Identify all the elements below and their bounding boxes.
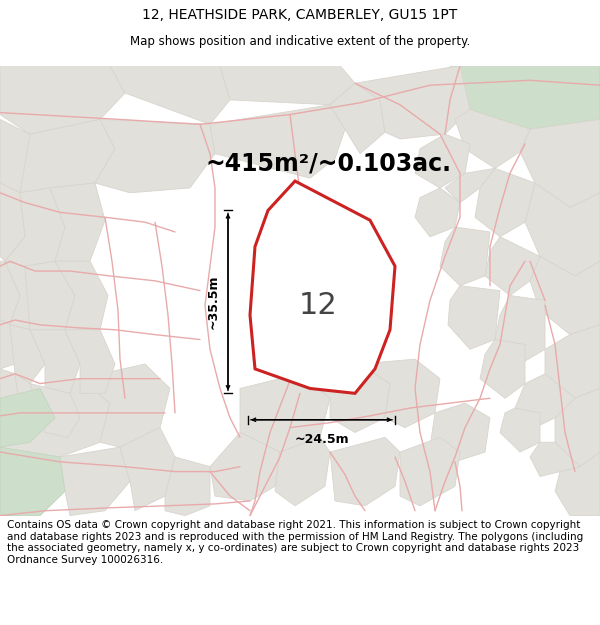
Polygon shape — [300, 364, 390, 432]
Polygon shape — [30, 384, 80, 438]
Polygon shape — [475, 168, 535, 237]
Polygon shape — [120, 428, 175, 511]
Polygon shape — [0, 379, 110, 457]
Polygon shape — [355, 66, 470, 139]
Polygon shape — [165, 457, 210, 516]
Polygon shape — [0, 369, 20, 423]
Polygon shape — [80, 364, 170, 447]
Polygon shape — [110, 66, 230, 124]
Polygon shape — [530, 256, 600, 334]
Polygon shape — [0, 119, 50, 192]
Polygon shape — [0, 183, 25, 261]
Polygon shape — [220, 66, 355, 105]
Polygon shape — [440, 227, 490, 286]
Text: ~24.5m: ~24.5m — [294, 434, 349, 446]
Polygon shape — [415, 188, 460, 237]
Polygon shape — [0, 261, 20, 325]
Polygon shape — [330, 438, 400, 506]
Text: Contains OS data © Crown copyright and database right 2021. This information is : Contains OS data © Crown copyright and d… — [7, 520, 583, 565]
Polygon shape — [65, 330, 115, 393]
Polygon shape — [95, 119, 215, 192]
Polygon shape — [275, 438, 330, 506]
Polygon shape — [450, 66, 600, 129]
Polygon shape — [0, 389, 55, 447]
Polygon shape — [330, 83, 385, 154]
Text: Map shows position and indicative extent of the property.: Map shows position and indicative extent… — [130, 35, 470, 48]
Polygon shape — [210, 432, 280, 501]
Polygon shape — [480, 339, 525, 398]
Text: ~35.5m: ~35.5m — [207, 274, 220, 329]
Polygon shape — [500, 408, 540, 452]
Polygon shape — [448, 286, 500, 349]
Polygon shape — [415, 134, 470, 188]
Polygon shape — [30, 330, 80, 393]
Polygon shape — [0, 452, 65, 516]
Polygon shape — [525, 183, 600, 276]
Polygon shape — [430, 403, 490, 462]
Polygon shape — [240, 374, 330, 452]
Polygon shape — [5, 188, 65, 266]
Text: ~415m²/~0.103ac.: ~415m²/~0.103ac. — [205, 151, 451, 176]
Polygon shape — [250, 181, 395, 393]
Polygon shape — [0, 320, 15, 369]
Text: 12, HEATHSIDE PARK, CAMBERLEY, GU15 1PT: 12, HEATHSIDE PARK, CAMBERLEY, GU15 1PT — [142, 8, 458, 22]
Polygon shape — [555, 452, 600, 516]
Polygon shape — [20, 119, 115, 192]
Text: Heathside Park: Heathside Park — [311, 196, 349, 278]
Polygon shape — [360, 359, 440, 428]
Polygon shape — [485, 237, 540, 296]
Polygon shape — [60, 447, 130, 516]
Polygon shape — [15, 374, 40, 428]
Polygon shape — [495, 296, 545, 364]
Polygon shape — [445, 168, 495, 202]
Text: 12: 12 — [299, 291, 337, 320]
Polygon shape — [10, 325, 45, 384]
Polygon shape — [400, 438, 460, 506]
Polygon shape — [0, 66, 125, 134]
Polygon shape — [55, 261, 108, 330]
Polygon shape — [5, 261, 40, 330]
Polygon shape — [545, 325, 600, 398]
Polygon shape — [530, 442, 580, 476]
Polygon shape — [0, 447, 65, 516]
Polygon shape — [455, 109, 530, 168]
Polygon shape — [210, 105, 345, 178]
Polygon shape — [50, 183, 105, 261]
Polygon shape — [515, 374, 575, 428]
Polygon shape — [520, 119, 600, 208]
Polygon shape — [555, 389, 600, 467]
Polygon shape — [25, 261, 75, 330]
